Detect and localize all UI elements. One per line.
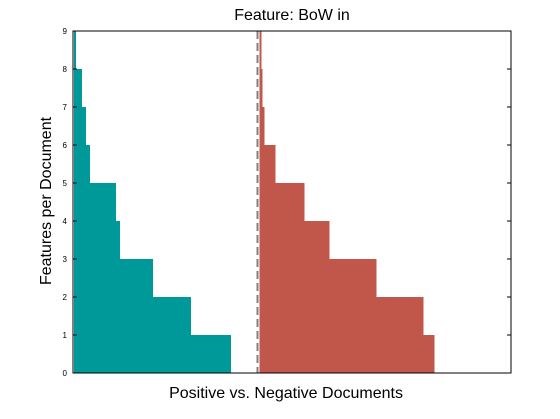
bar-series-1-step-3 <box>74 259 153 297</box>
bar-series-2-step-6 <box>259 145 276 183</box>
bar-series-1-step-2 <box>74 297 191 335</box>
axes-frame <box>72 30 512 374</box>
chart-title: Feature: BoW in <box>234 7 350 24</box>
bar-series-2-step-7 <box>259 107 265 145</box>
bar-series-2-step-9 <box>259 31 262 69</box>
y-tick-label-6: 6 <box>63 141 68 150</box>
bar-series-2-step-8 <box>259 69 263 107</box>
y-tick-label-2: 2 <box>63 293 68 302</box>
bar-series-2-step-3 <box>259 259 377 297</box>
bar-series-1-step-6 <box>74 145 90 183</box>
x-axis-label: Positive vs. Negative Documents <box>169 385 403 402</box>
bar-series-2-step-2 <box>259 297 424 335</box>
bar-series-2-step-5 <box>259 183 305 221</box>
bar-series-1-step-4 <box>74 221 120 259</box>
bar-series-1-step-1 <box>74 335 231 373</box>
y-tick-label-0: 0 <box>63 369 68 378</box>
y-tick-label-5: 5 <box>63 179 68 188</box>
y-tick-label-3: 3 <box>63 255 68 264</box>
bar-series-1-step-9 <box>74 31 76 69</box>
bar-series-1-step-7 <box>74 107 86 145</box>
y-tick-label-4: 4 <box>63 217 68 226</box>
y-tick-label-7: 7 <box>63 103 68 112</box>
y-tick-label-9: 9 <box>63 27 68 36</box>
plot-area: 0 1 2 3 4 5 6 7 8 9 <box>63 27 512 378</box>
bar-series-1-step-8 <box>74 69 82 107</box>
bar-series-1-step-5 <box>74 183 116 221</box>
y-tick-label-8: 8 <box>63 65 68 74</box>
y-axis-label: Features per Document <box>38 116 55 285</box>
bar-series-2-step-1 <box>259 335 435 373</box>
y-tick-label-1: 1 <box>63 331 68 340</box>
bar-series-2-step-4 <box>259 221 330 259</box>
